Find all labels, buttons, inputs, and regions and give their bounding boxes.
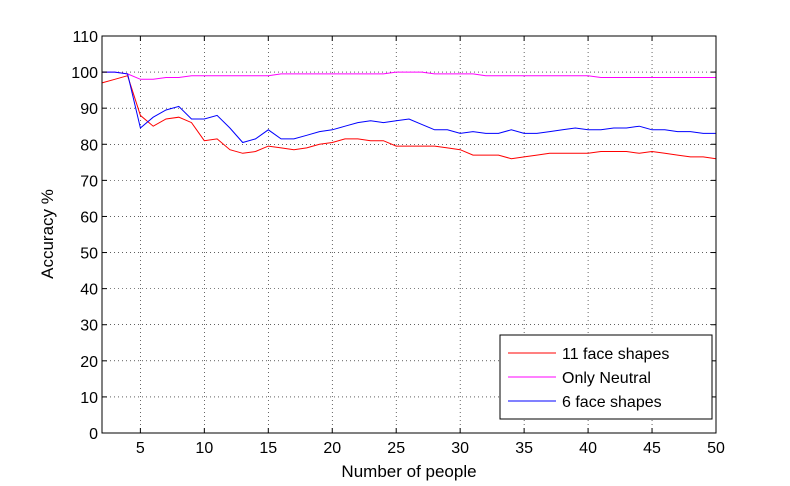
- y-tick-label: 10: [80, 390, 98, 407]
- x-tick-label: 35: [515, 440, 533, 457]
- y-tick-label: 20: [80, 354, 98, 371]
- y-tick-label: 80: [80, 137, 98, 154]
- series-line-3: [102, 71, 716, 144]
- y-tick-label: 100: [71, 65, 98, 82]
- y-tick-label: 110: [72, 29, 98, 46]
- y-tick-label: 40: [80, 282, 98, 299]
- y-tick-label: 60: [80, 209, 98, 226]
- series-lines: [101, 71, 717, 160]
- legend: 11 face shapes Only Neutral 6 face shapes: [499, 334, 713, 420]
- y-tick-label: 50: [80, 246, 98, 263]
- x-tick-label: 15: [259, 440, 277, 457]
- y-tick-label: 0: [89, 426, 98, 443]
- y-axis-label: Accuracy %: [38, 189, 57, 279]
- x-tick-label: 40: [579, 440, 597, 457]
- x-tick-label: 5: [136, 440, 145, 457]
- legend-label-2: Only Neutral: [562, 370, 651, 387]
- y-tick-label: 30: [80, 318, 98, 335]
- y-tick-label: 90: [80, 101, 98, 118]
- x-axis-label: Number of people: [341, 462, 476, 481]
- x-tick-label: 45: [643, 440, 661, 457]
- legend-label-1: 11 face shapes: [562, 346, 669, 363]
- x-tick-label: 25: [387, 440, 405, 457]
- plot-frame: [101, 35, 717, 434]
- y-tick-label: 70: [80, 173, 98, 190]
- axis-ticks: 5 10 15 20 25 30 35 40 45 50 0 10 20 30 40 50 60 70 80 90 10…: [71, 29, 725, 457]
- legend-label-3: 6 face shapes: [562, 394, 662, 411]
- x-tick-label: 50: [707, 440, 725, 457]
- x-tick-label: 20: [323, 440, 341, 457]
- series-line-2: [102, 71, 716, 80]
- x-tick-label: 10: [195, 440, 213, 457]
- series-line-1: [101, 75, 717, 160]
- x-tick-label: 30: [451, 440, 469, 457]
